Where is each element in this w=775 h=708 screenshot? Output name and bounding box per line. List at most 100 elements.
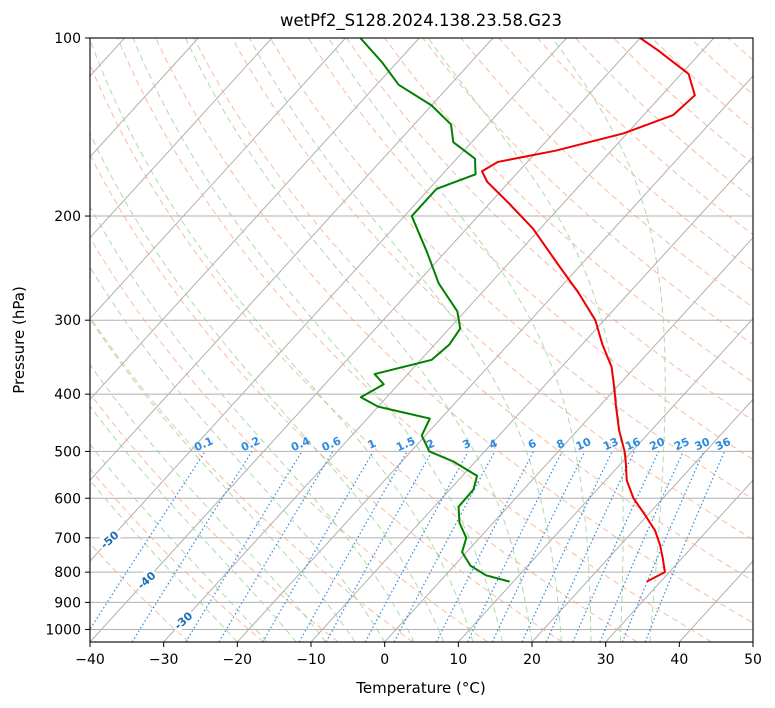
isotherm-line (90, 38, 346, 320)
mixing-ratio-label: 2 (424, 437, 436, 452)
x-tick-label: −30 (149, 652, 179, 668)
dry-adiabat (231, 38, 753, 541)
mixing-ratio-label: 25 (672, 435, 691, 453)
moist-adiabat (132, 38, 504, 642)
dry-adiabat (90, 236, 488, 642)
mixing-ratio-label: 4 (487, 437, 500, 452)
dry-adiabat (384, 38, 753, 383)
isotherm-label-bg (132, 566, 160, 593)
dry-adiabat (766, 38, 775, 642)
dry-adiabat (90, 153, 563, 642)
y-tick-label: 1000 (45, 622, 81, 638)
dry-adiabat (536, 38, 753, 236)
isotherm-line (90, 38, 641, 642)
dewpoint-profile-line (359, 38, 510, 583)
dry-adiabat (575, 38, 753, 200)
isotherm-line (90, 38, 567, 562)
mixing-ratio-label: 13 (601, 435, 620, 453)
mixing-ratio-label: 3 (461, 437, 473, 452)
plot-frame (89, 37, 754, 643)
isotherm-label-bg (168, 606, 197, 634)
reference-lines (90, 38, 775, 642)
isotherm-line (90, 38, 199, 158)
mixing-ratio-label: 36 (713, 435, 733, 453)
isotherm-line (236, 75, 753, 642)
y-tick-label: 500 (54, 444, 81, 460)
moist-adiabat (184, 38, 533, 642)
mixing-ratio-label: 20 (648, 435, 668, 453)
reference-line-labels: 0.1 0.2 0.4 0.6 1 1.5 2 3 4 6 8 10 13 16 20 25 30 36-50-4… (95, 434, 733, 634)
dry-adiabat (90, 392, 339, 642)
x-tick-label: −10 (296, 652, 326, 668)
dry-adiabat (90, 63, 638, 642)
moist-adiabat (551, 38, 666, 642)
dry-adiabat (689, 38, 753, 95)
y-tick-label: 100 (54, 31, 81, 47)
x-axis-title: Temperature (°C) (355, 679, 485, 697)
dry-adiabat (90, 468, 264, 642)
mixing-ratio-line (298, 451, 408, 642)
y-tick-label: 800 (54, 565, 81, 581)
dry-adiabat (307, 38, 753, 461)
mixing-ratio-line (599, 451, 684, 642)
dry-adiabat (346, 38, 753, 422)
dry-adiabat (90, 542, 190, 642)
mixing-ratio-line (466, 451, 563, 642)
y-tick-label: 900 (54, 595, 81, 611)
moist-adiabat (90, 443, 268, 642)
isotherm-line (752, 641, 753, 642)
mixing-ratio-line (644, 451, 726, 642)
mixing-ratio-label: 16 (623, 435, 643, 453)
dry-adiabat (727, 38, 753, 61)
y-tick-label: 700 (54, 531, 81, 547)
moist-adiabat (90, 38, 474, 642)
mixing-ratio-line (545, 451, 635, 642)
isotherm-line (531, 398, 753, 642)
isotherm-line (457, 317, 753, 642)
isotherm-line (90, 38, 273, 239)
moist-adiabat (90, 266, 386, 642)
moist-adiabat (427, 38, 624, 642)
y-axis-title: Pressure (hPa) (10, 286, 28, 394)
x-tick-label: 0 (380, 652, 389, 668)
x-tick-label: 40 (670, 652, 688, 668)
moist-adiabat (90, 363, 327, 642)
mixing-ratio-line (185, 451, 303, 642)
chart-title: wetPf2_S128.2024.138.23.58.G23 (280, 11, 562, 31)
moist-adiabat (328, 38, 592, 642)
mixing-ratio-line (325, 451, 433, 642)
dry-adiabat (155, 38, 753, 624)
isotherm-line (163, 38, 715, 642)
y-tick-label: 300 (54, 313, 81, 329)
isotherm-line (90, 38, 494, 482)
x-tick-label: −20 (223, 652, 253, 668)
mixing-ratio-line (393, 451, 496, 642)
moist-adiabat (248, 38, 562, 642)
sounding-profiles (359, 38, 696, 583)
x-tick-label: 30 (597, 652, 615, 668)
y-tick-label: 200 (54, 209, 81, 225)
dry-adiabat (422, 38, 753, 346)
isotherm-line (384, 236, 753, 642)
moist-adiabat (90, 317, 356, 642)
y-tick-label: 600 (54, 491, 81, 507)
dry-adiabat (269, 38, 753, 500)
grid-lines (90, 38, 753, 642)
moist-adiabat (90, 132, 445, 642)
temperature-profile-line (481, 38, 696, 583)
mixing-ratio-label: 6 (526, 437, 539, 452)
isotherm-label-bg (95, 525, 123, 553)
dry-adiabat (460, 38, 753, 308)
dry-adiabat (117, 38, 712, 642)
mixing-ratio-label: 30 (693, 435, 713, 453)
dry-adiabat (90, 316, 414, 642)
isotherm-line (605, 479, 753, 642)
mixing-ratio-label: 10 (574, 435, 594, 453)
mixing-ratio-line (90, 451, 206, 631)
x-tick-label: 50 (744, 652, 762, 668)
x-tick-label: −40 (75, 652, 105, 668)
x-tick-label: 20 (523, 652, 541, 668)
moist-adiabat (90, 205, 415, 642)
dry-adiabat (193, 38, 753, 582)
